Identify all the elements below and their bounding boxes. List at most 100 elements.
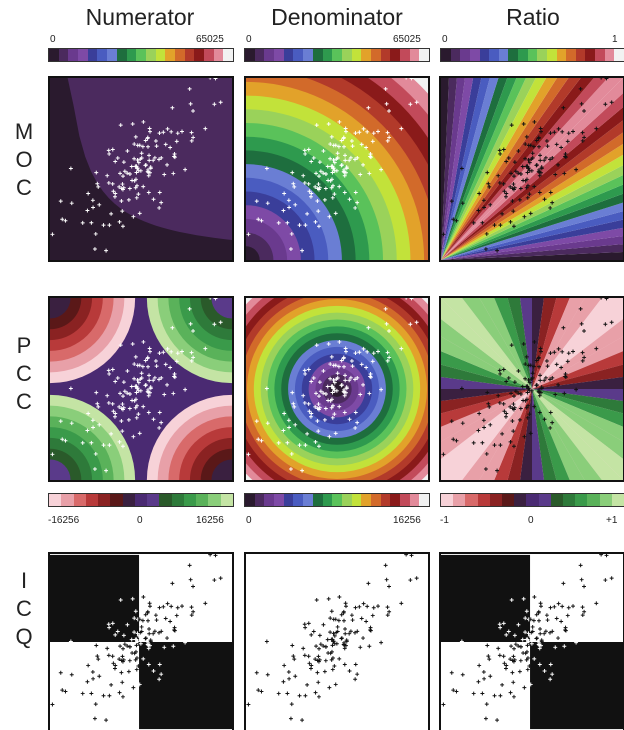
scatter-point <box>385 613 390 618</box>
scatter-point <box>133 164 138 169</box>
scatter-point <box>315 406 320 411</box>
scatter-point <box>119 658 124 663</box>
scatter-point <box>106 180 111 185</box>
scatter-point <box>180 604 184 609</box>
pcc-denominator-panel <box>244 296 430 482</box>
scatter-point <box>148 129 152 134</box>
scatter-point <box>344 165 349 170</box>
scatter-point <box>539 604 543 609</box>
contour-band <box>441 175 623 260</box>
scatter-point <box>483 247 488 251</box>
scatter-point <box>86 191 91 196</box>
scatter-point <box>328 616 333 621</box>
contour-band <box>532 389 623 414</box>
scatter-point <box>165 601 170 606</box>
colorbar-swatch <box>479 49 490 61</box>
colorbar-swatch <box>49 494 62 506</box>
scatter-point <box>130 651 135 655</box>
scatter-point <box>317 160 322 165</box>
scatter-point <box>289 702 294 707</box>
scatter-point <box>518 406 523 411</box>
scatter-point <box>328 142 333 147</box>
scatter-point <box>303 443 308 448</box>
scatter-point <box>486 181 491 186</box>
scatter-point <box>121 633 126 638</box>
scatter-point <box>553 172 558 177</box>
scatter-point <box>387 329 391 333</box>
scatter-point <box>292 184 297 189</box>
scatter-point <box>86 411 91 416</box>
scatter-point <box>384 321 389 326</box>
scatter-point <box>460 201 465 206</box>
scatter-point <box>311 156 316 160</box>
scatter-point <box>566 605 571 610</box>
scatter-point <box>107 693 112 698</box>
scatter-point <box>162 172 167 177</box>
scatter-point <box>343 631 348 636</box>
scatter-point <box>414 576 419 581</box>
scatter-point <box>191 609 196 614</box>
scatter-point <box>107 151 112 156</box>
scatter-point <box>486 654 491 659</box>
scatter-point <box>139 371 144 376</box>
scatter-point <box>384 101 389 106</box>
scatter-point <box>449 199 454 204</box>
row-letter: C <box>16 389 32 414</box>
scatter-point <box>604 78 609 81</box>
scatter-point <box>361 126 366 131</box>
scatter-point <box>170 325 175 330</box>
scatter-point <box>135 386 140 391</box>
colorbar-swatch <box>332 49 342 61</box>
scatter-point <box>459 639 464 644</box>
scatter-point <box>371 605 376 610</box>
scatter-point <box>526 386 531 391</box>
colorbar-swatch <box>283 494 294 506</box>
scatter-point <box>329 405 334 410</box>
scatter-point <box>522 685 527 690</box>
scatter-point <box>111 189 116 194</box>
colorbar-swatch <box>390 494 400 506</box>
scatter-point <box>144 383 148 387</box>
colorbar-swatch <box>220 494 233 506</box>
scatter-point <box>151 378 156 383</box>
scatter-point <box>256 437 261 442</box>
scatter-point <box>454 689 459 694</box>
contour-band <box>211 459 232 480</box>
scatter-point <box>531 144 536 149</box>
pcc-ratio-colorbar <box>440 493 624 507</box>
scatter-point <box>552 130 557 135</box>
scatter-point <box>96 657 101 662</box>
scatter-point <box>367 391 372 396</box>
scatter-point <box>531 618 536 623</box>
scatter-point <box>501 654 506 659</box>
scatter-point <box>376 604 380 609</box>
scatter-point <box>125 622 130 627</box>
scatter-point <box>353 630 357 635</box>
scatter-point <box>364 145 369 150</box>
colorbar-swatch <box>61 494 74 506</box>
scatter-point <box>118 598 123 602</box>
scatter-point <box>90 418 95 423</box>
scatter-point <box>477 411 482 416</box>
moc-ratio-panel <box>439 76 624 262</box>
scatter-point <box>332 664 337 668</box>
scatter-point <box>331 631 336 636</box>
scatter-point <box>553 392 558 397</box>
pcc-numerator-map <box>50 298 232 480</box>
scatter-point <box>550 200 555 205</box>
scatter-point <box>302 148 307 153</box>
scatter-point <box>383 86 388 91</box>
scatter-point <box>331 166 336 171</box>
colorbar-swatch <box>196 494 209 506</box>
colorbar-swatch <box>245 494 255 506</box>
scatter-point <box>328 156 333 161</box>
scatter-point <box>318 642 323 647</box>
scatter-point <box>159 629 164 634</box>
colorbar-swatch <box>184 49 195 61</box>
icq-ratio-panel <box>439 552 624 730</box>
scatter-point <box>517 417 522 422</box>
scatter-point <box>537 618 541 623</box>
scatter-point <box>159 420 164 425</box>
scatter-point <box>148 385 153 390</box>
scatter-point <box>516 391 521 396</box>
